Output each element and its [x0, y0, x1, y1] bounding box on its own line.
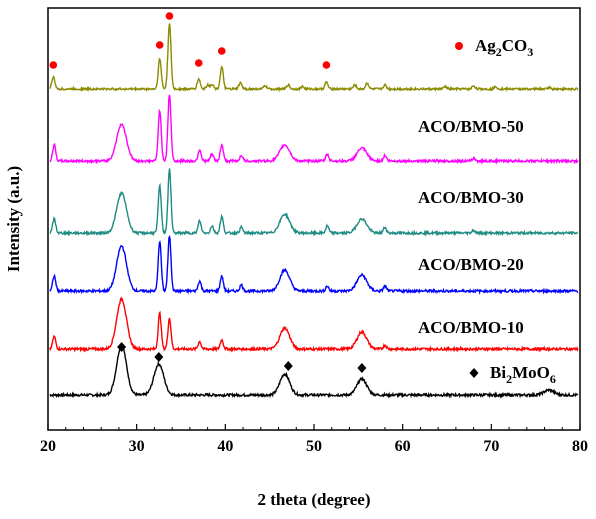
series-label: Ag2CO3 [475, 36, 533, 59]
series-label: ACO/BMO-30 [418, 188, 524, 207]
x-tick-label: 20 [40, 438, 56, 455]
x-tick-label: 50 [306, 438, 322, 455]
ag2co3-peak-marker [155, 41, 164, 49]
x-tick-label: 60 [395, 438, 411, 455]
bi2moo6-peak-marker [117, 342, 127, 352]
ag2co3-peak-marker [49, 61, 58, 69]
ag2co3-peak-marker [194, 59, 203, 67]
series-line [49, 168, 579, 237]
y-axis-label: Intensity (a.u.) [4, 166, 23, 272]
series-line [49, 296, 579, 353]
series-labels: Ag2CO3 ACO/BMO-50 ACO/BMO-30 ACO/BMO-20 ACO/… [418, 36, 556, 386]
series-line [49, 23, 579, 93]
x-tick-label: 40 [217, 438, 233, 455]
series-label: ACO/BMO-10 [418, 318, 524, 337]
ag2co3-peak-marker [217, 47, 226, 55]
legend-marker-icon [455, 42, 463, 50]
series-line [49, 344, 579, 399]
x-axis-ticks: 20 30 40 50 60 70 80 [40, 424, 588, 455]
bi2moo6-peak-marker [283, 361, 293, 371]
series-line [49, 94, 579, 165]
series-label: ACO/BMO-50 [418, 117, 524, 136]
legend-marker-icon [469, 368, 479, 378]
series-line [49, 234, 579, 295]
peak-markers [49, 12, 367, 373]
series-label: ACO/BMO-20 [418, 255, 524, 274]
x-axis-label: 2 theta (degree) [258, 490, 371, 509]
bi2moo6-peak-marker [154, 352, 164, 362]
ag2co3-peak-marker [322, 61, 331, 69]
x-tick-label: 70 [483, 438, 499, 455]
series-group [49, 23, 579, 399]
x-tick-label: 80 [572, 438, 588, 455]
ag2co3-peak-marker [165, 12, 174, 20]
series-label: Bi2MoO6 [490, 363, 556, 386]
x-tick-label: 30 [129, 438, 145, 455]
bi2moo6-peak-marker [357, 363, 367, 373]
